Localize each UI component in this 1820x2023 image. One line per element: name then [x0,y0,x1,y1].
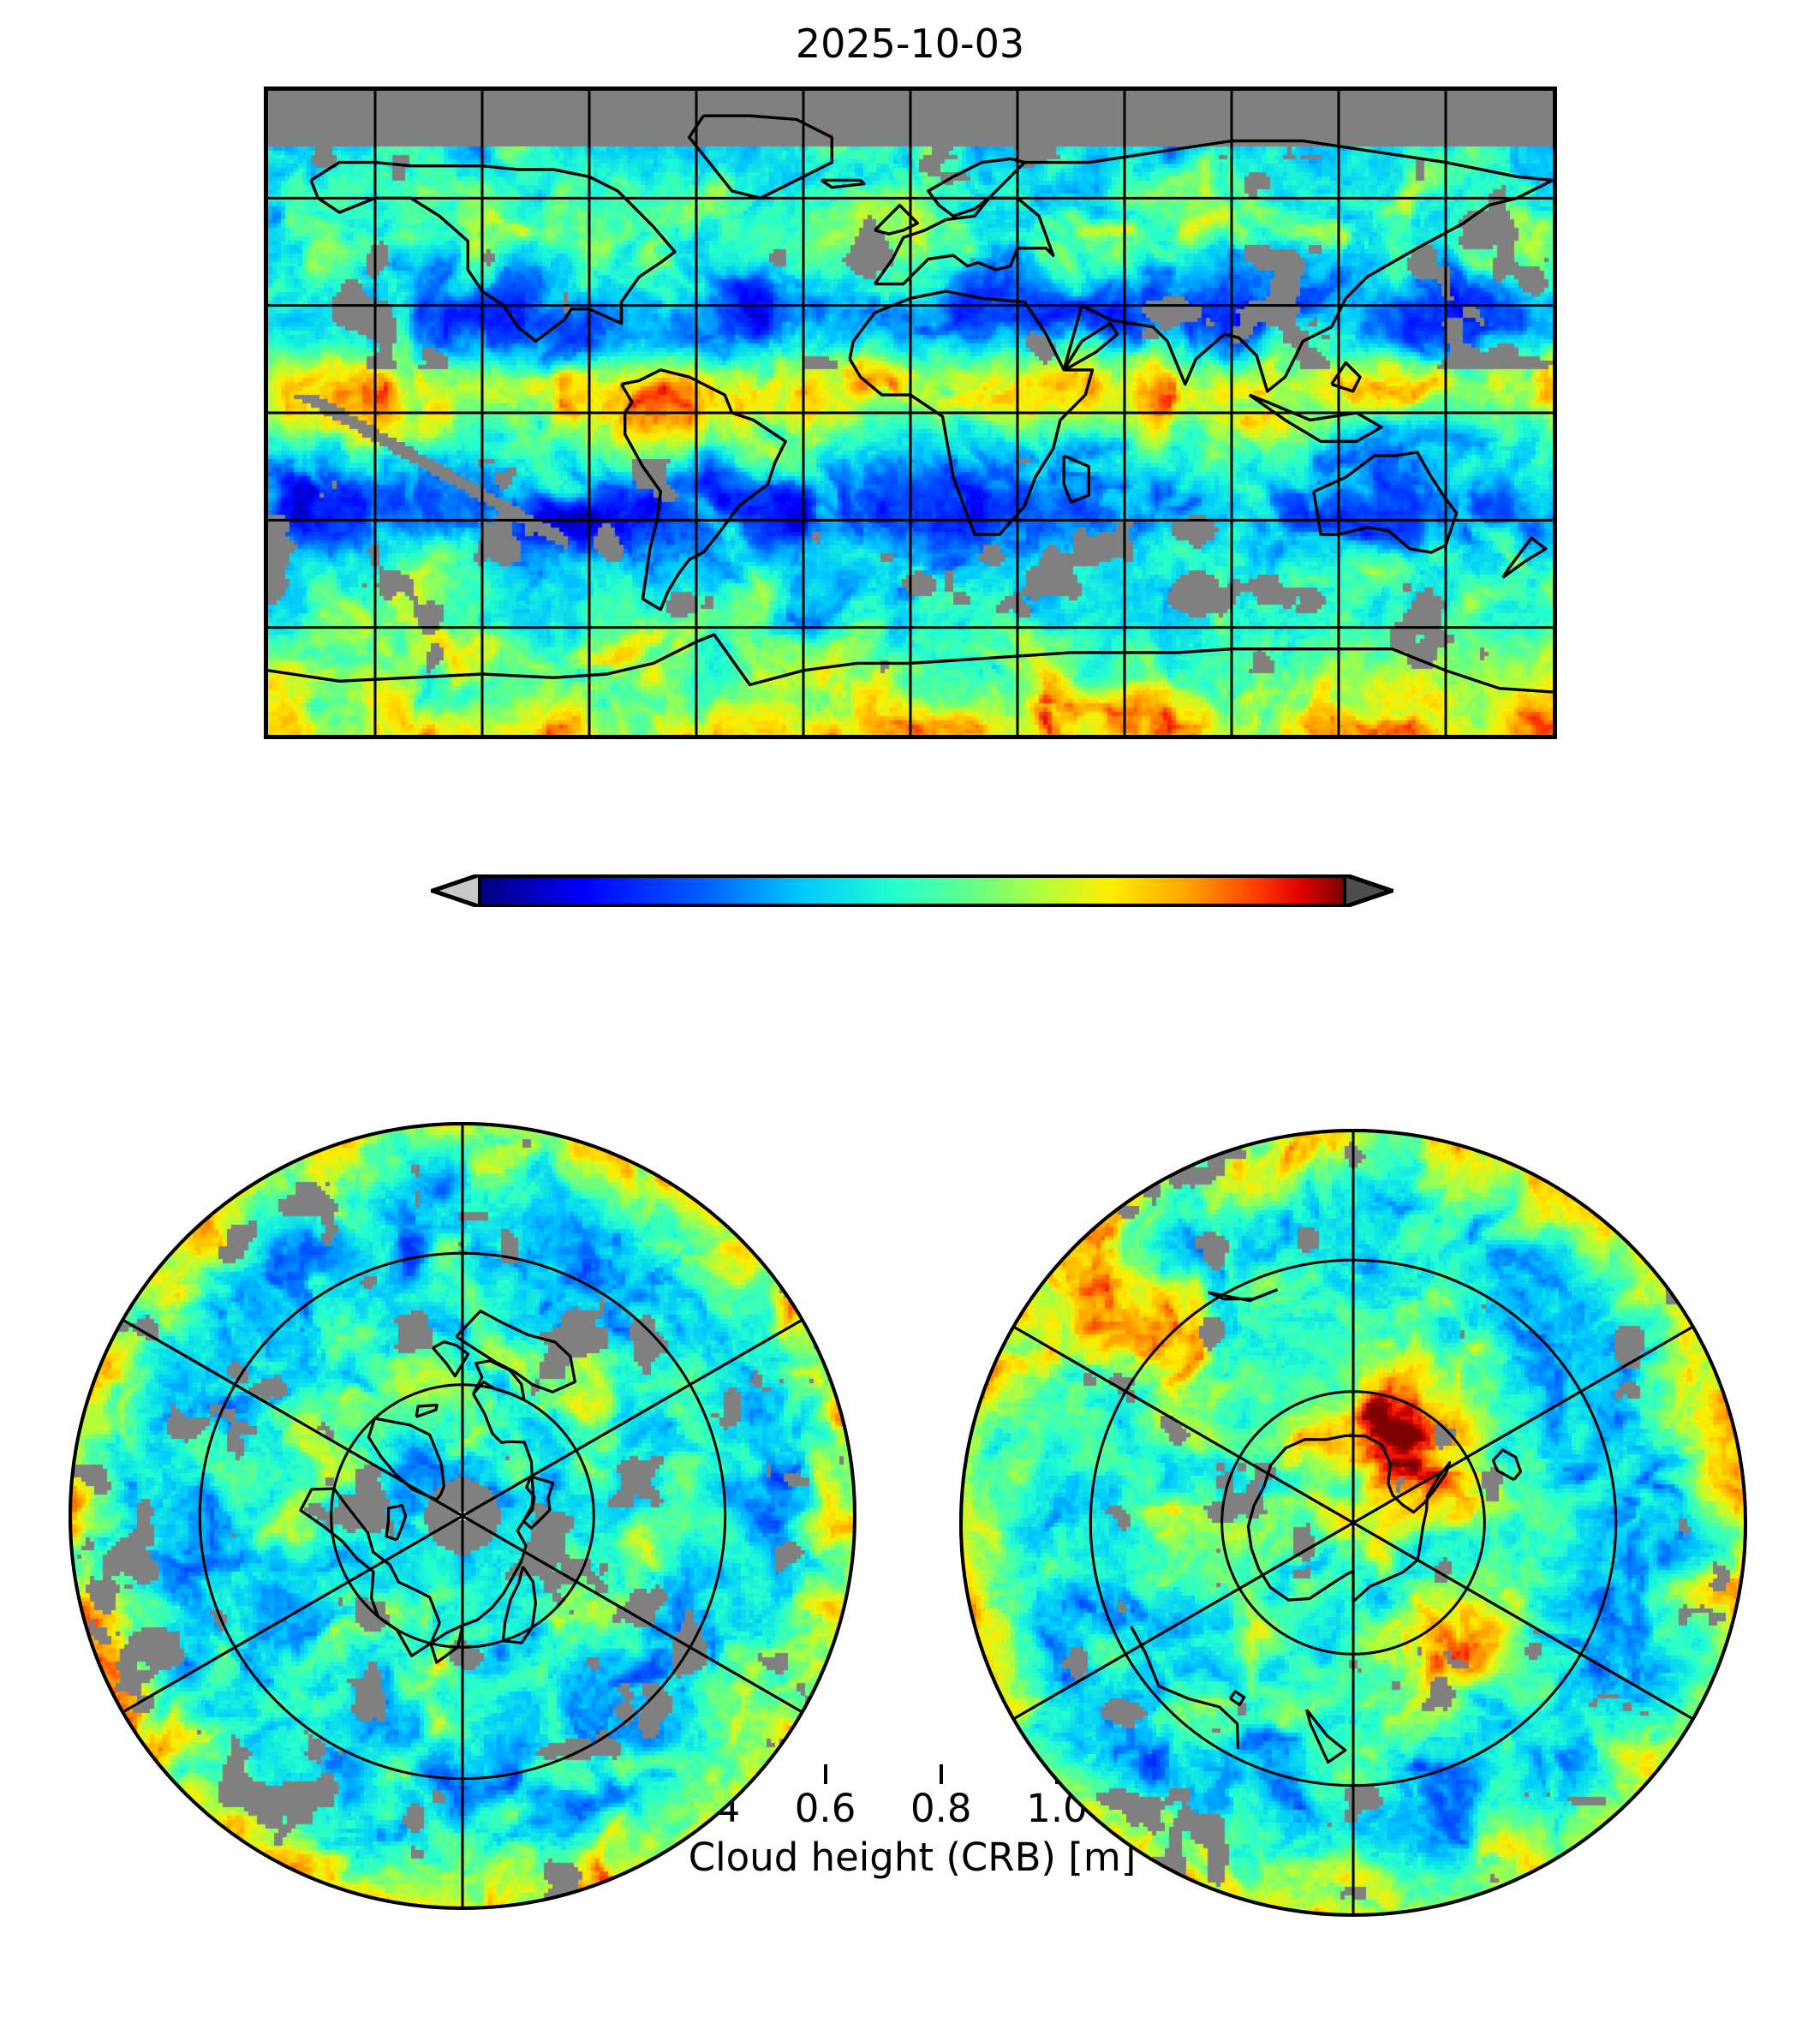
colorbar-tick-4 [939,1764,943,1784]
colorbar-track[interactable] [431,872,1393,922]
page-title: 2025-10-03 [795,21,1025,67]
colorbar: 0.00.20.40.60.81.01.21.4 Cloud height (C… [0,856,1820,1877]
south-polar-clip [959,1129,1747,1917]
north-polar-panel [69,1122,856,1910]
north-polar-clip [69,1122,856,1910]
global-map-panel [264,87,1557,739]
north-polar-raster [69,1122,856,1910]
global-map-raster [268,91,1553,735]
south-polar-raster [959,1129,1747,1917]
colorbar-under-arrow [431,874,478,907]
south-polar-panel [959,1129,1747,1917]
colorbar-gradient [478,874,1346,907]
colorbar-over-arrow [1346,874,1393,907]
